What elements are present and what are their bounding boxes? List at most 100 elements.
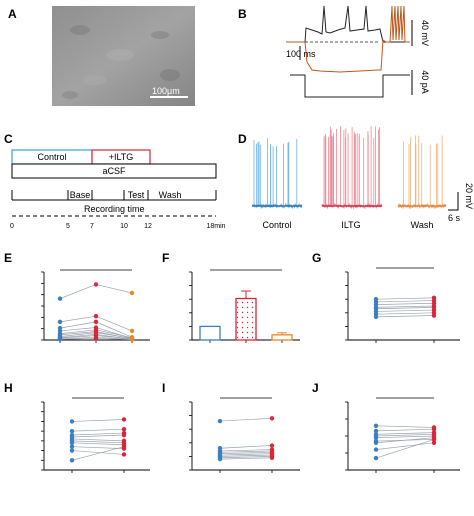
chart-e — [41, 269, 150, 343]
timeline-tick-0: 0 — [10, 223, 14, 230]
data-point-iltg — [121, 417, 127, 422]
trace-iltg-orange — [286, 5, 410, 73]
panel-label-e: E — [4, 251, 12, 265]
timeline-wash: Wash — [159, 190, 182, 200]
pair-line — [59, 331, 97, 336]
scalebar-d — [448, 192, 459, 211]
pair-line — [375, 442, 435, 450]
data-point-control — [69, 448, 75, 453]
bar-wash — [271, 334, 293, 341]
timeline-base: Base — [70, 190, 91, 200]
timeline-tick-5: 5 — [66, 223, 70, 230]
pair-line — [375, 433, 435, 437]
data-point-iltg — [431, 437, 437, 442]
pair-line — [95, 284, 133, 294]
pair-line — [71, 450, 125, 455]
current-clamp-traces — [286, 5, 410, 98]
pair-line — [375, 439, 435, 459]
bar-control — [199, 325, 221, 341]
timeline-tick-10: 10 — [120, 223, 128, 230]
data-point-control — [373, 455, 379, 461]
panel-label-c: C — [4, 132, 13, 146]
pair-line — [219, 449, 273, 452]
chart-h — [41, 397, 150, 473]
data-point-iltg — [269, 455, 275, 460]
pair-line — [219, 453, 273, 456]
pair-line — [71, 419, 125, 422]
chart-area — [41, 267, 460, 473]
data-point-wash — [129, 328, 135, 334]
chart-j — [345, 397, 460, 473]
firing-traces — [251, 126, 447, 210]
pair-line — [375, 302, 435, 305]
data-point-control — [373, 440, 379, 445]
pair-line — [375, 437, 435, 444]
pair-line — [71, 432, 125, 436]
data-point-iltg — [93, 314, 99, 319]
pair-line — [219, 451, 273, 455]
chart-f — [189, 269, 300, 343]
pair-line — [95, 336, 133, 340]
chart-i — [189, 397, 300, 473]
pair-line — [375, 307, 435, 310]
axis-i — [191, 402, 300, 471]
micrograph-image — [52, 6, 195, 106]
data-point-iltg — [269, 443, 275, 448]
timeline-test: Test — [128, 190, 145, 200]
panel-label-f: F — [162, 251, 169, 265]
pair-line — [95, 329, 133, 339]
data-point-control — [57, 319, 63, 325]
scalebar-b-v-label: 40 mV — [420, 20, 430, 46]
data-point-iltg — [93, 336, 99, 341]
data-point-iltg — [121, 444, 127, 449]
trace-control-black — [286, 5, 410, 43]
bar-iltg — [235, 297, 257, 341]
pair-line — [219, 417, 273, 422]
pair-line — [375, 297, 435, 300]
pair-line — [59, 335, 97, 339]
data-point-iltg — [431, 427, 437, 432]
data-point-control — [69, 419, 75, 424]
data-point-iltg — [121, 432, 127, 438]
pair-line — [95, 337, 133, 341]
pair-line — [219, 456, 273, 459]
timeline-tick-18: 18min — [206, 223, 225, 230]
panel-label-h: H — [4, 381, 13, 395]
protocol-acsf-box — [11, 163, 217, 179]
data-point-control — [373, 428, 379, 434]
data-point-iltg — [431, 313, 437, 318]
pair-line — [59, 336, 97, 340]
pair-line — [71, 428, 125, 432]
data-point-control — [69, 440, 75, 445]
pair-line — [59, 329, 97, 335]
pair-line — [95, 321, 133, 338]
scalebar-d-v-label: 20 mV — [464, 183, 474, 209]
data-point-control — [373, 435, 379, 440]
pair-line — [375, 428, 435, 432]
data-point-control — [373, 314, 379, 320]
data-point-control — [57, 296, 63, 301]
chart-g — [345, 267, 460, 343]
scalebar-d-t-label: 6 s — [448, 213, 461, 223]
scalebar-label: 100μm — [152, 86, 180, 96]
pair-line — [59, 315, 97, 323]
data-point-control — [69, 428, 75, 434]
data-point-control — [373, 447, 379, 452]
data-point-wash — [129, 290, 135, 296]
pair-line — [375, 432, 435, 435]
pair-line — [59, 321, 97, 329]
timeline-tick-12: 12 — [144, 223, 152, 230]
pair-line — [95, 315, 133, 332]
panel-label-i: I — [162, 381, 165, 395]
axis-j — [347, 402, 460, 471]
scalebar-b-i-label: 40 pA — [420, 70, 430, 94]
timeline-recording: Recording time — [84, 204, 145, 214]
micrograph-texture — [62, 25, 180, 99]
data-point-wash — [129, 337, 135, 342]
pair-line — [59, 333, 97, 339]
pair-line — [219, 454, 273, 457]
data-point-iltg — [431, 440, 437, 445]
pair-line — [375, 300, 435, 303]
